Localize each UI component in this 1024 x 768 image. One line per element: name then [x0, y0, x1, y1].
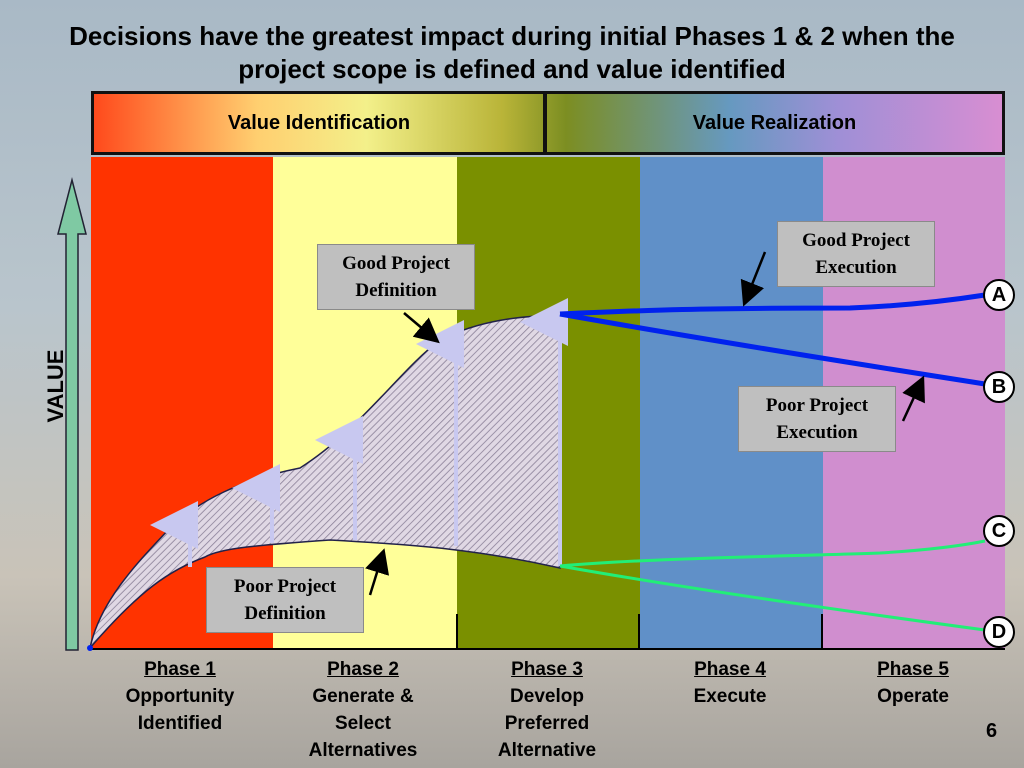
phase-4-label: Phase 4 Execute	[645, 656, 815, 710]
phase-desc: Alternatives	[308, 740, 418, 761]
phase-desc: Operate	[877, 686, 949, 707]
outcome-a-line	[559, 292, 986, 317]
phase-number: Phase 4	[694, 659, 766, 680]
good-definition-callout: Good Project Definition	[317, 244, 475, 310]
good-execution-callout: Good Project Execution	[777, 221, 935, 287]
good-definition-pointer	[403, 312, 440, 344]
value-axis-label: VALUE	[43, 349, 68, 423]
header-divider	[543, 91, 547, 155]
poor-definition-pointer	[365, 548, 390, 596]
phase-5-label: Phase 5 Operate	[828, 656, 998, 710]
value-realization-label: Value Realization	[692, 112, 857, 134]
value-axis-arrow	[57, 177, 87, 651]
callout-line: Poor Project	[233, 576, 337, 597]
phase-number: Phase 3	[511, 659, 583, 680]
outcome-b-badge: B	[983, 371, 1015, 403]
phase-desc: Develop	[510, 686, 584, 707]
phase-2-label: Phase 2 Generate & Select Alternatives	[278, 656, 448, 764]
callout-line: Definition	[244, 603, 326, 624]
phase-desc: Execute	[693, 686, 767, 707]
phase-desc: Select	[335, 713, 391, 734]
callout-line: Good Project	[342, 253, 450, 274]
poor-execution-pointer	[901, 375, 925, 422]
good-execution-pointer	[740, 251, 767, 307]
phase-desc: Identified	[137, 713, 223, 734]
phase-desc: Alternative	[497, 740, 597, 761]
outcome-c-badge: C	[983, 515, 1015, 547]
phase-desc: Generate &	[312, 686, 414, 707]
outcome-c-line	[559, 539, 986, 568]
slide-title: Decisions have the greatest impact durin…	[69, 21, 955, 84]
phase-number: Phase 2	[327, 659, 399, 680]
value-identification-label: Value Identification	[227, 112, 411, 134]
origin-point	[87, 645, 93, 651]
phase-3-label: Phase 3 Develop Preferred Alternative	[462, 656, 632, 764]
outcome-b-line	[559, 311, 986, 387]
value-header-bar	[91, 91, 1005, 155]
phase-number: Phase 5	[877, 659, 949, 680]
outcome-d-line	[559, 564, 986, 632]
callout-line: Execution	[815, 257, 897, 278]
poor-execution-callout: Poor Project Execution	[738, 386, 896, 452]
poor-definition-callout: Poor Project Definition	[206, 567, 364, 633]
callout-line: Poor Project	[765, 395, 869, 416]
callout-line: Good Project	[802, 230, 910, 251]
phase-desc: Preferred	[504, 713, 590, 734]
callout-line: Definition	[355, 280, 437, 301]
outcome-a-badge: A	[983, 279, 1015, 311]
phase-number: Phase 1	[144, 659, 216, 680]
phase-desc: Opportunity	[125, 686, 235, 707]
callout-line: Execution	[776, 422, 858, 443]
page-number: 6	[986, 720, 998, 742]
phase-1-label: Phase 1 Opportunity Identified	[95, 656, 265, 737]
outcome-d-badge: D	[983, 616, 1015, 648]
